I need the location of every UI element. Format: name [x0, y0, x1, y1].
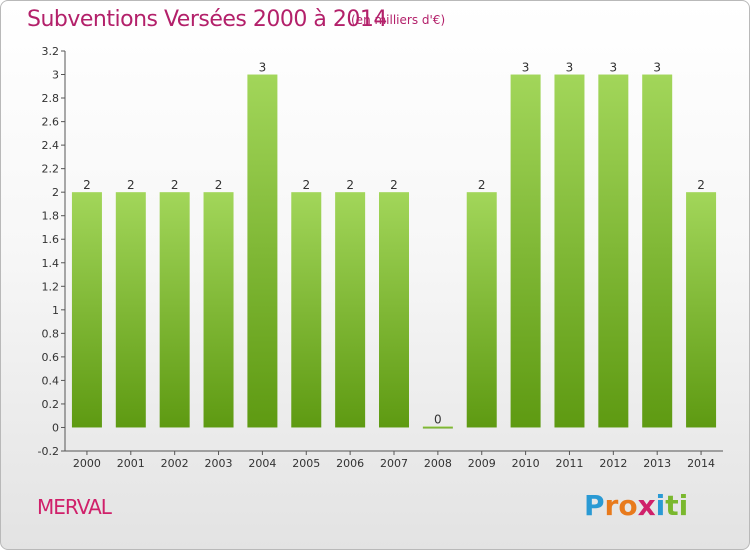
x-tick-label: 2000: [73, 457, 101, 470]
y-tick-label: 2.4: [42, 139, 60, 152]
x-tick-label: 2004: [248, 457, 276, 470]
bar: [422, 426, 453, 429]
bar: [159, 192, 190, 428]
bar: [510, 74, 541, 428]
x-tick-label: 2005: [292, 457, 320, 470]
logo-letter: t: [665, 489, 679, 522]
logo-letter: i: [655, 489, 666, 522]
x-tick-label: 2009: [468, 457, 496, 470]
bar: [642, 74, 673, 428]
logo-letter: o: [618, 489, 638, 522]
bar: [203, 192, 234, 428]
logo-letter: i: [678, 489, 689, 522]
bar: [598, 74, 629, 428]
y-tick-label: 1.6: [42, 233, 60, 246]
x-tick-label: 2003: [205, 457, 233, 470]
bar-value-label: 2: [302, 178, 310, 192]
bar: [686, 192, 717, 428]
bar-value-label: 2: [697, 178, 705, 192]
bar-value-label: 0: [434, 412, 442, 426]
x-tick-label: 2007: [380, 457, 408, 470]
y-tick-label: 0.6: [42, 351, 60, 364]
bar-value-label: 2: [171, 178, 179, 192]
y-tick-label: 3.2: [42, 45, 60, 58]
chart-unit-label: (en milliers d'€): [351, 13, 446, 27]
x-tick-label: 2011: [555, 457, 583, 470]
x-tick-label: 2014: [687, 457, 715, 470]
bar-value-label: 3: [653, 61, 661, 75]
y-tick-label: 2.2: [42, 163, 60, 176]
bar: [379, 192, 409, 428]
y-tick-label: 0.4: [42, 374, 60, 387]
bar: [554, 74, 585, 428]
bar: [247, 74, 278, 428]
y-tick-label: -0.2: [38, 445, 59, 458]
logo-letter: P: [584, 489, 605, 522]
bar-value-label: 3: [566, 61, 574, 75]
bar-value-label: 3: [259, 61, 267, 75]
bar-value-label: 2: [478, 178, 486, 192]
logo-letter: x: [637, 489, 656, 522]
bar-chart: -0.2 0 0.2 0.4 0.6 0.8 1 1.2 1.4 1.6 1.8 2 2.2 2.4 2.6…: [38, 45, 723, 470]
y-tick-label: 2.8: [42, 92, 60, 105]
y-tick-label: 1.4: [42, 257, 60, 270]
bar: [291, 192, 322, 428]
bar-value-label: 3: [610, 61, 618, 75]
bar-value-label: 2: [215, 178, 223, 192]
y-tick-label: 0.2: [42, 398, 60, 411]
x-tick-label: 2013: [643, 457, 671, 470]
y-tick-label: 1: [52, 304, 59, 317]
proxiti-logo: Proxiti: [584, 489, 688, 522]
x-tick-label: 2012: [599, 457, 627, 470]
bar: [335, 192, 366, 428]
y-tick-label: 2: [52, 186, 59, 199]
commune-name: MERVAL: [37, 495, 112, 519]
y-tick-label: 1.2: [42, 280, 60, 293]
bar-value-label: 2: [390, 178, 398, 192]
x-tick-label: 2008: [424, 457, 452, 470]
chart-title: Subventions Versées 2000 à 2014: [27, 7, 387, 32]
y-tick-label: 1.8: [42, 210, 60, 223]
bar-value-label: 3: [522, 61, 530, 75]
bar: [71, 192, 102, 428]
y-tick-label: 2.6: [42, 116, 60, 129]
bar-value-label: 2: [127, 178, 135, 192]
bar-value-label: 2: [346, 178, 354, 192]
x-tick-label: 2010: [512, 457, 540, 470]
x-tick-label: 2006: [336, 457, 364, 470]
logo-letter: r: [604, 489, 619, 522]
x-tick-label: 2002: [161, 457, 189, 470]
x-tick-label: 2001: [117, 457, 145, 470]
bar: [466, 192, 497, 428]
y-tick-label: 0: [52, 421, 59, 434]
bar-value-label: 2: [83, 178, 91, 192]
y-tick-label: 0.8: [42, 327, 60, 340]
bar: [115, 192, 146, 428]
y-tick-label: 3: [52, 69, 59, 82]
